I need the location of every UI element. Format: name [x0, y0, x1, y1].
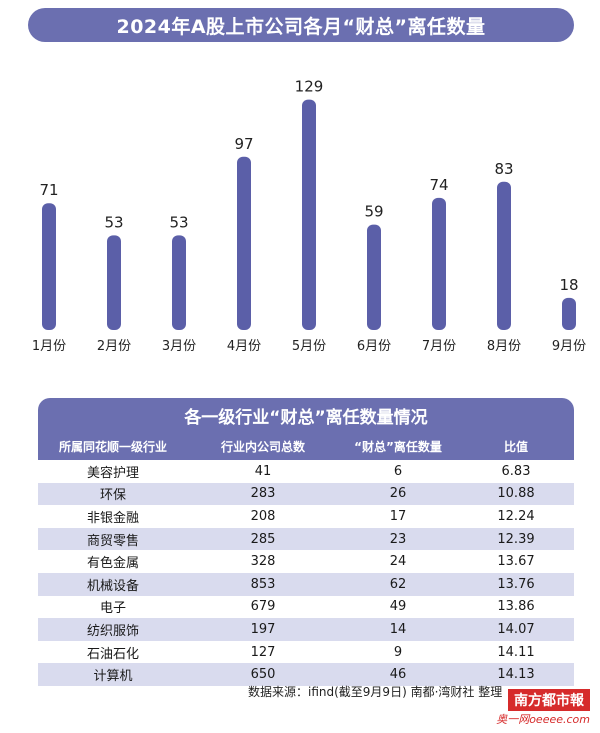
- bar-7: [432, 197, 446, 330]
- table-cell: 机械设备: [86, 578, 139, 594]
- table-cell: 650: [250, 667, 276, 683]
- bar-1: [42, 203, 56, 330]
- table-cell: 非银金融: [86, 510, 139, 526]
- table-cell: 41: [254, 463, 272, 479]
- table-cell: 商贸零售: [86, 533, 139, 549]
- source-note: 数据来源：ifind(截至9月9日) 南都·湾财社 整理: [248, 685, 503, 699]
- page-title: 2024年A股上市公司各月“财总”离任数量: [28, 8, 574, 42]
- table-cell: 328: [250, 554, 276, 570]
- table-cell: 6.83: [501, 463, 531, 479]
- x-tick-label: 1月份: [32, 339, 66, 354]
- table-cell: 13.76: [497, 576, 535, 592]
- bar-value-label: 53: [104, 213, 123, 231]
- bar-5: [302, 99, 316, 330]
- table-row: 美容护理 41 6 6.83: [38, 460, 574, 483]
- table-cell: 12.39: [497, 531, 535, 547]
- table-row: 商贸零售 285 23 12.39: [38, 527, 574, 551]
- header-ratio: 比值: [503, 439, 528, 454]
- newspaper-logo: 南方都市報 奥一网oeeee.com: [478, 689, 590, 726]
- bar-2: [107, 235, 121, 330]
- bar-value-label: 71: [39, 181, 58, 199]
- table-row: 纺织服饰 197 14 14.07: [38, 618, 574, 641]
- x-tick-label: 2月份: [97, 339, 131, 354]
- bar-value-label: 18: [559, 276, 578, 294]
- table-header-row: 所属同花顺一级行业 行业内公司总数 “财总”离任数量 比值: [38, 432, 574, 460]
- table-cell: 197: [250, 621, 276, 637]
- logo-site: 奥一网oeeee.com: [496, 713, 590, 726]
- x-tick-label: 7月份: [422, 339, 456, 354]
- logo-title: 南方都市報: [508, 689, 590, 711]
- bar-8: [497, 181, 511, 330]
- table-cell: 26: [389, 486, 407, 502]
- table-cell: 计算机: [93, 669, 133, 685]
- bar-6: [367, 224, 381, 330]
- table-cell: 环保: [99, 488, 126, 504]
- table-row: 计算机 650 46 14.13: [38, 663, 574, 686]
- header-industry: 所属同花顺一级行业: [58, 439, 167, 454]
- table-cell: 石油石化: [86, 646, 139, 662]
- table-cell: 127: [250, 644, 276, 660]
- table-cell: 62: [389, 576, 407, 592]
- table-cell: 14: [389, 621, 407, 637]
- table-row: 机械设备 853 62 13.76: [38, 572, 574, 596]
- table-cell: 13.86: [497, 599, 535, 615]
- table-cell: 12.24: [497, 508, 535, 524]
- table-cell: 283: [250, 486, 276, 502]
- table-cell: 电子: [99, 601, 126, 617]
- table-cell: 9: [393, 644, 403, 660]
- bar-value-label: 59: [364, 203, 383, 221]
- table-cell: 有色金属: [86, 556, 139, 572]
- table-cell: 49: [389, 599, 407, 615]
- bar-value-label: 129: [295, 78, 324, 96]
- x-tick-label: 4月份: [227, 339, 261, 354]
- x-tick-label: 6月份: [357, 339, 391, 354]
- x-tick-label: 8月份: [487, 339, 521, 354]
- x-tick-label: 9月份: [552, 339, 586, 354]
- bar-9: [562, 297, 576, 330]
- x-tick-label: 3月份: [162, 339, 196, 354]
- bar-value-label: 74: [429, 176, 448, 194]
- table-row: 环保 283 26 10.88: [38, 482, 574, 506]
- table-cell: 6: [393, 463, 403, 479]
- bar-3: [172, 235, 186, 330]
- table-cell: 208: [250, 508, 276, 524]
- table-cell: 14.07: [497, 621, 535, 637]
- table-cell: 美容护理: [86, 465, 139, 481]
- table-cell: 285: [250, 531, 276, 547]
- bar-4: [237, 156, 251, 330]
- table-body: 美容护理 41 6 6.83 环保 283 26 10.88 非银金融 208 17 12.24 商贸零…: [38, 460, 574, 686]
- table-cell: 679: [250, 599, 276, 615]
- table-title: 各一级行业“财总”离任数量情况: [38, 398, 574, 432]
- table-cell: 24: [389, 554, 407, 570]
- table-cell: 纺织服饰: [86, 623, 139, 639]
- table-cell: 853: [250, 576, 276, 592]
- table-cell: 13.67: [497, 554, 535, 570]
- table-row: 有色金属 328 24 13.67: [38, 550, 574, 573]
- table-row: 石油石化 127 9 14.11: [38, 641, 574, 664]
- bar-value-label: 53: [169, 213, 188, 231]
- x-tick-label: 5月份: [292, 339, 326, 354]
- table-cell: 46: [389, 667, 407, 683]
- bar-value-label: 97: [234, 135, 253, 153]
- table-cell: 17: [389, 508, 407, 524]
- table-row: 电子 679 49 13.86: [38, 596, 574, 619]
- header-departure-count: “财总”离任数量: [354, 439, 442, 454]
- header-company-count: 行业内公司总数: [220, 439, 305, 454]
- bar-chart: 71 1月份 53 2月份 53 3月份 97 4月份 129 5月份 59 6月份 74 7月份 83 8月…: [32, 78, 586, 354]
- table-cell: 14.11: [497, 644, 535, 660]
- table-cell: 23: [389, 531, 407, 547]
- table-row: 非银金融 208 17 12.24: [38, 505, 574, 528]
- table-cell: 10.88: [497, 486, 535, 502]
- industry-table: 各一级行业“财总”离任数量情况 所属同花顺一级行业 行业内公司总数 “财总”离任…: [38, 398, 574, 686]
- table-cell: 14.13: [497, 667, 535, 683]
- bar-value-label: 83: [494, 160, 513, 178]
